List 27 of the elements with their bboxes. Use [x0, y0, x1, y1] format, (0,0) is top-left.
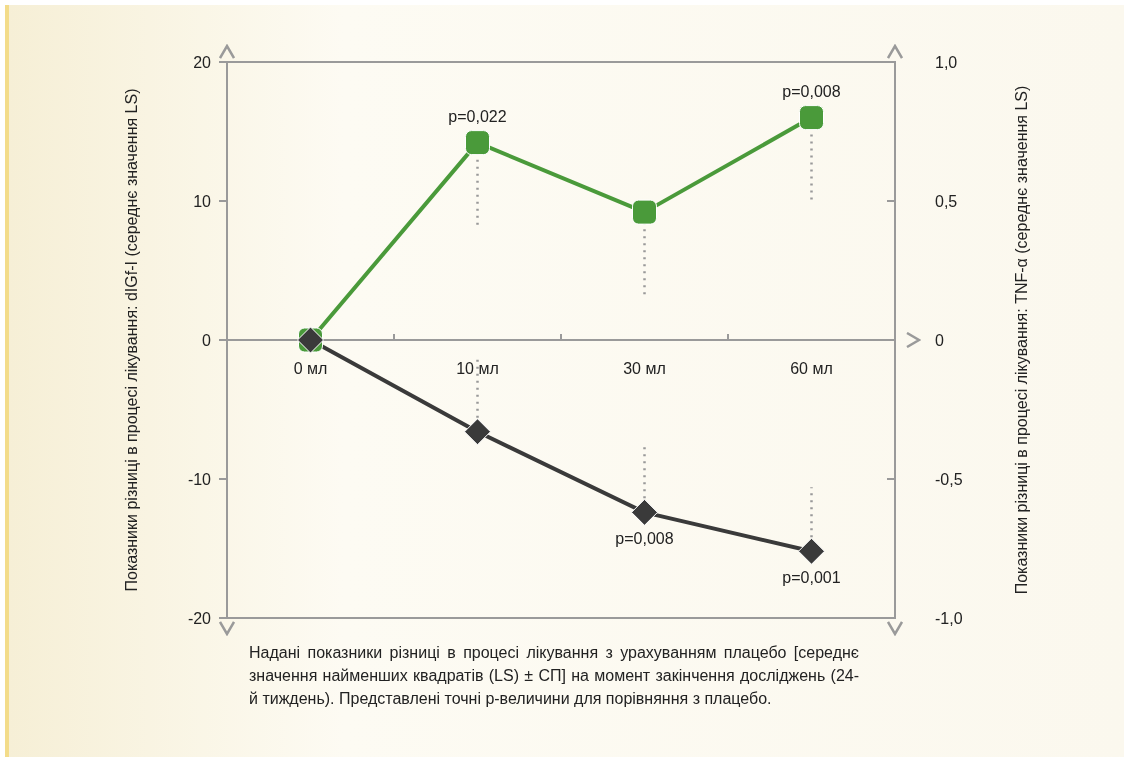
annotation: p=0,022: [448, 108, 507, 126]
y2-tick-label: 1,0: [935, 53, 958, 71]
y2-tick-label: -1,0: [935, 609, 963, 627]
y-tick-label: -10: [187, 470, 212, 488]
point: [799, 105, 824, 131]
point: [464, 418, 491, 446]
x-tick-label: 30 мл: [623, 359, 666, 377]
text: Надані показники різниці в процесі лікування з урахуванням плацебо [середнє значення найменших квадратів (LS) ± СП] на момент закінчення досліджень (24-й тиждень). Представлені точні p-величини для порівняння з плацебо.: [249, 643, 859, 709]
y2-tick-label: 0,5: [935, 192, 958, 210]
y-tick-label: 20: [193, 53, 212, 71]
point: [631, 498, 658, 526]
x-tick-label: 60 мл: [790, 359, 833, 377]
annotation: p=0,001: [782, 568, 841, 586]
y-tick-label: 10: [193, 192, 212, 210]
y2-tick-label: 0: [935, 331, 944, 349]
y-tick-label: 0: [202, 331, 212, 349]
y-tick-label: -20: [187, 609, 212, 627]
y2-tick-label: -0,5: [935, 470, 963, 488]
y2-axis-title: Показники різниці в процесі лікування: TNF-α (середнє значення LS): [1012, 85, 1030, 595]
point: [465, 130, 490, 156]
annotation: p=0,008: [782, 83, 841, 101]
point: [798, 537, 825, 565]
x-tick-label: 10 мл: [456, 359, 499, 377]
point: [632, 199, 657, 225]
y-axis-title: Показники різниці в процесі лікування: dIGf-I (середнє значення LS): [122, 88, 140, 592]
x-tick-label: 0 мл: [293, 359, 328, 377]
annotation: p=0,008: [615, 529, 674, 547]
